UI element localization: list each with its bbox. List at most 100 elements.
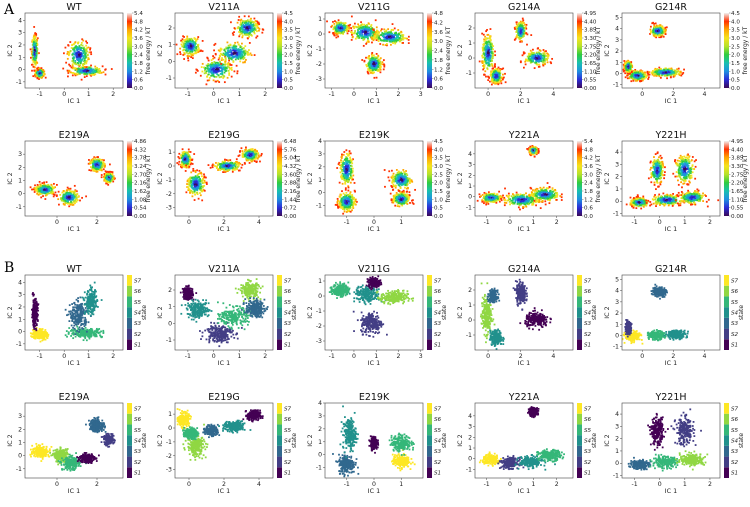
point-c3-132 — [542, 59, 545, 62]
point-c1-201 — [495, 78, 498, 81]
point-c3-214 — [529, 58, 531, 61]
panel-letter-a: A — [3, 2, 15, 18]
point-c3-97 — [244, 52, 247, 55]
point-c3-136 — [371, 52, 374, 54]
point-c1-112 — [676, 70, 679, 73]
point-c1-42 — [671, 68, 673, 71]
point-c0-171 — [187, 52, 190, 55]
point-c3-6 — [253, 54, 256, 56]
point-c0-135 — [185, 41, 188, 44]
point-c3-52 — [89, 48, 91, 51]
point-c3-206 — [628, 65, 631, 68]
point-c2-48 — [70, 71, 72, 74]
point-c1-118 — [361, 33, 364, 36]
point-c3-130 — [382, 68, 385, 71]
point-c1-107 — [492, 67, 495, 70]
point-c1-99 — [31, 63, 34, 66]
point-c0-109 — [190, 56, 193, 58]
point-c1-192 — [366, 36, 369, 39]
point-c2-202 — [248, 25, 251, 28]
point-c0-20 — [44, 198, 47, 200]
point-c1-152 — [351, 35, 354, 38]
point-c2-175 — [249, 20, 252, 23]
point-c3-72 — [626, 74, 629, 77]
point-c0-140 — [483, 73, 485, 76]
chart-title: E219A — [59, 130, 90, 141]
point-c1-112 — [76, 193, 79, 195]
point-c0-191 — [344, 26, 347, 29]
point-c0-48 — [36, 192, 39, 195]
point-c0-169 — [484, 49, 486, 52]
point-c2-170 — [376, 37, 379, 40]
point-c1-213 — [364, 28, 367, 30]
point-c2-183 — [261, 28, 264, 31]
point-c3-172 — [74, 54, 77, 57]
point-c3-104 — [242, 55, 245, 58]
point-c1-143 — [672, 73, 674, 76]
point-c0-120 — [36, 188, 39, 191]
x-tick-label: -1 — [185, 91, 191, 98]
x-tick-label: 0 — [640, 91, 644, 98]
point-c2-219 — [239, 29, 241, 32]
point-c1-189 — [34, 46, 37, 49]
point-c1-126 — [358, 24, 360, 27]
point-c1-98 — [499, 68, 502, 70]
point-c1-82 — [490, 71, 493, 74]
point-c1-184 — [365, 35, 367, 38]
point-c0-159 — [179, 47, 182, 50]
point-c1-94 — [57, 198, 60, 201]
point-c3-118 — [230, 64, 233, 66]
point-c1-189 — [496, 67, 499, 70]
point-c2-159 — [651, 22, 654, 25]
point-c2-20 — [381, 39, 384, 42]
point-c0-206 — [201, 50, 204, 53]
point-c3-172 — [374, 56, 377, 59]
point-c2-117 — [256, 35, 259, 38]
point-c1-218 — [493, 70, 496, 73]
point-c3-10 — [228, 56, 231, 58]
y-tick-label: -1 — [316, 46, 322, 53]
x-tick-label: -1 — [37, 91, 43, 98]
point-c0-141 — [197, 50, 200, 53]
point-c1-215 — [32, 57, 35, 60]
point-c1-73 — [669, 71, 672, 74]
point-c3-156 — [81, 44, 84, 47]
point-c0-90 — [491, 44, 493, 47]
point-c2-174 — [99, 70, 102, 73]
point-c3-192 — [527, 52, 530, 55]
point-c1-175 — [194, 71, 197, 74]
point-c1-193 — [497, 79, 499, 81]
point-c0-1 — [332, 20, 334, 23]
point-c2-104 — [389, 32, 392, 35]
point-c1-186 — [222, 63, 225, 66]
point-c1-197 — [32, 37, 35, 39]
point-c2-60 — [256, 24, 259, 27]
point-c3-93 — [232, 61, 235, 63]
point-c3-106 — [625, 60, 628, 63]
point-c0-212 — [38, 189, 41, 192]
colorbar-tick-label: 4.95 — [584, 11, 597, 17]
point-c1-45 — [68, 205, 71, 208]
point-c2-195 — [71, 72, 74, 74]
point-c0-188 — [182, 42, 185, 45]
point-c1-113 — [500, 79, 503, 82]
point-c2-201 — [102, 71, 105, 74]
point-c0-191 — [485, 30, 488, 33]
point-c2-70 — [250, 34, 253, 37]
energy-colorbar — [277, 13, 282, 88]
point-c2-188 — [517, 23, 520, 26]
point-c2-183 — [385, 39, 388, 41]
point-c2-37 — [656, 34, 659, 37]
point-c3-34 — [213, 44, 216, 46]
point-c2-209 — [98, 70, 100, 73]
point-c3-171 — [536, 53, 539, 56]
point-c3-157 — [225, 46, 228, 49]
point-c0-181 — [46, 184, 49, 187]
point-c2-51 — [233, 31, 235, 34]
point-c3-74 — [83, 48, 85, 51]
point-c1-187 — [360, 37, 363, 40]
point-c2-78 — [85, 75, 88, 78]
point-c2-154 — [384, 38, 387, 41]
point-c2-127 — [382, 39, 385, 42]
point-c3-173 — [371, 59, 374, 62]
